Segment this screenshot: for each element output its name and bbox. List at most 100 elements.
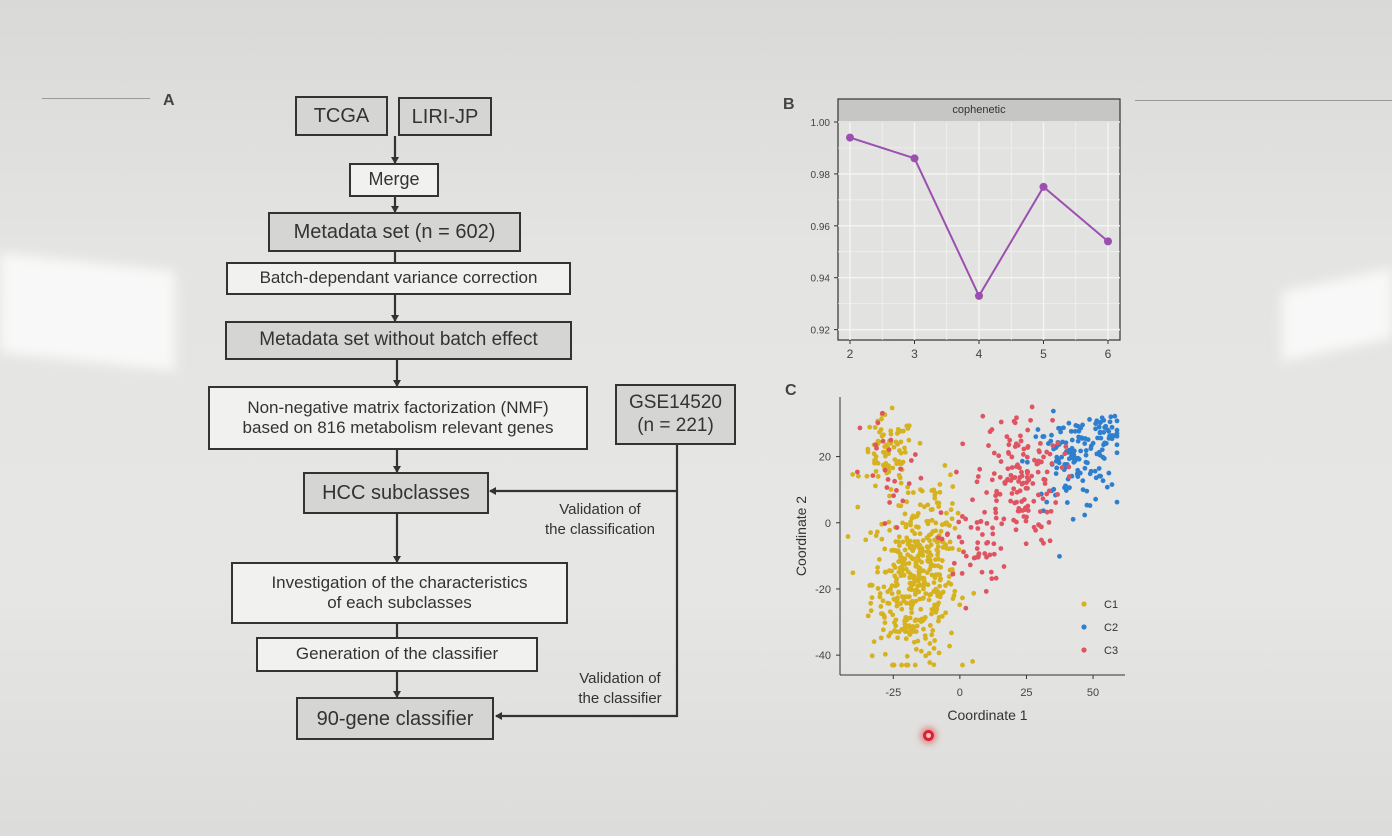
scatter-point-c1	[876, 556, 882, 562]
scatter-point-c1	[898, 450, 904, 456]
scatter-point-c3	[882, 521, 888, 526]
scatter-point-c2	[1063, 440, 1069, 446]
scatter-point-c1	[937, 583, 943, 589]
scatter-point-c2	[1106, 470, 1112, 476]
scatter-point-c3	[1017, 474, 1023, 480]
scatter-point-c3	[963, 605, 969, 611]
scatter-point-c2	[1098, 473, 1104, 479]
scatter-point-c3	[1019, 499, 1025, 504]
scatter-point-c3	[999, 521, 1005, 527]
scatter-point-c3	[1004, 434, 1010, 440]
scatter-point-c1	[887, 527, 893, 533]
scatter-point-c1	[906, 594, 912, 600]
scatter-point-c1	[907, 615, 913, 621]
scatter-point-c1	[936, 614, 942, 620]
x-tick-label: -25	[885, 687, 901, 699]
scatter-point-c1	[915, 524, 921, 530]
scatter-point-c3	[1046, 520, 1052, 525]
scatter-point-c1	[902, 624, 908, 630]
scatter-point-c3	[990, 525, 995, 531]
scatter-point-c3	[1040, 496, 1046, 502]
scatter-point-c1	[845, 534, 851, 539]
scatter-point-c2	[1071, 448, 1077, 454]
scatter-point-c1	[947, 539, 953, 545]
scatter-point-c1	[911, 580, 917, 585]
scatter-point-c1	[914, 623, 920, 629]
x-tick-label: 2	[847, 347, 854, 361]
scatter-point-c1	[929, 632, 935, 638]
scatter-point-c1	[936, 650, 942, 656]
scatter-point-c2	[1096, 466, 1102, 471]
scatter-point-c1	[931, 646, 937, 651]
scatter-point-c1	[882, 651, 888, 657]
scatter-point-c1	[942, 463, 948, 468]
scatter-point-c1	[929, 517, 935, 523]
scatter-point-c2	[1058, 429, 1063, 435]
scatter-point-c1	[907, 632, 913, 638]
liri-box: LIRI-JP	[398, 97, 492, 136]
scatter-point-c1	[951, 593, 957, 598]
gene-classifier-label: 90-gene classifier	[316, 707, 474, 730]
scatter-point-c1	[856, 473, 861, 479]
scatter-point-c1	[899, 594, 905, 599]
scatter-point-c3	[1066, 474, 1072, 479]
scatter-point-c3	[982, 509, 987, 515]
no-batch-box: Metadata set without batch effect	[225, 321, 572, 360]
scatter-point-c1	[902, 556, 908, 562]
scatter-point-c2	[1101, 429, 1107, 435]
scatter-point-c3	[963, 516, 969, 522]
scatter-point-c2	[1068, 428, 1074, 434]
scatter-point-c2	[1064, 500, 1070, 505]
scatter-point-c3	[1041, 476, 1047, 482]
investigation-label-line1: Investigation of the characteristics	[271, 572, 528, 592]
scatter-point-c2	[1090, 440, 1096, 446]
scatter-point-c1	[880, 598, 886, 604]
scatter-point-c1	[892, 457, 898, 463]
scatter-point-c1	[917, 596, 922, 602]
scatter-point-c1	[871, 639, 877, 645]
scatter-point-c3	[998, 546, 1004, 551]
scatter-point-c3	[1053, 500, 1059, 505]
merge-label: Merge	[368, 169, 420, 190]
scatter-point-c2	[1056, 460, 1062, 466]
record-indicator-icon[interactable]	[923, 730, 934, 741]
scatter-point-c3	[991, 541, 997, 547]
scatter-point-c1	[893, 583, 899, 589]
scatter-point-c1	[877, 429, 882, 435]
scatter-point-c3	[1018, 438, 1024, 444]
scatter-point-c1	[898, 439, 904, 445]
scatter-point-c1	[939, 522, 945, 528]
scatter-point-c3	[982, 551, 988, 556]
scatter-point-c1	[912, 591, 918, 597]
scatter-point-c3	[939, 536, 945, 542]
scatter-point-c3	[1008, 498, 1013, 504]
scatter-point-c3	[951, 560, 957, 566]
cophenetic-point	[1104, 237, 1112, 246]
y-tick-label: 20	[819, 452, 831, 464]
scatter-point-c3	[874, 445, 879, 451]
scatter-point-c1	[946, 546, 952, 552]
scatter-point-c2	[1093, 496, 1099, 502]
scatter-point-c3	[975, 540, 981, 546]
scatter-point-c1	[891, 662, 897, 668]
scatter-point-c3	[1062, 451, 1068, 457]
legend-label-c2: C2	[1104, 622, 1118, 634]
scatter-point-c1	[914, 576, 920, 582]
scatter-point-c1	[915, 511, 921, 516]
scatter-point-c1	[875, 569, 880, 575]
scatter-point-c3	[977, 466, 983, 472]
scatter-point-c1	[883, 460, 889, 466]
scatter-point-c1	[898, 503, 904, 509]
scatter-point-c2	[1084, 502, 1090, 508]
nmf-box: Non-negative matrix factorization (NMF) …	[208, 386, 588, 450]
scatter-point-c3	[980, 413, 986, 419]
scatter-point-c3	[1009, 465, 1015, 470]
scatter-point-c1	[915, 539, 921, 544]
scatter-point-c3	[1025, 427, 1031, 433]
scatter-point-c3	[971, 555, 977, 561]
scatter-point-c3	[959, 514, 965, 519]
scatter-point-c1	[888, 428, 894, 434]
scatter-point-c3	[975, 474, 981, 479]
legend-label-c3: C3	[1104, 645, 1118, 657]
scatter-point-c2	[1093, 426, 1098, 432]
